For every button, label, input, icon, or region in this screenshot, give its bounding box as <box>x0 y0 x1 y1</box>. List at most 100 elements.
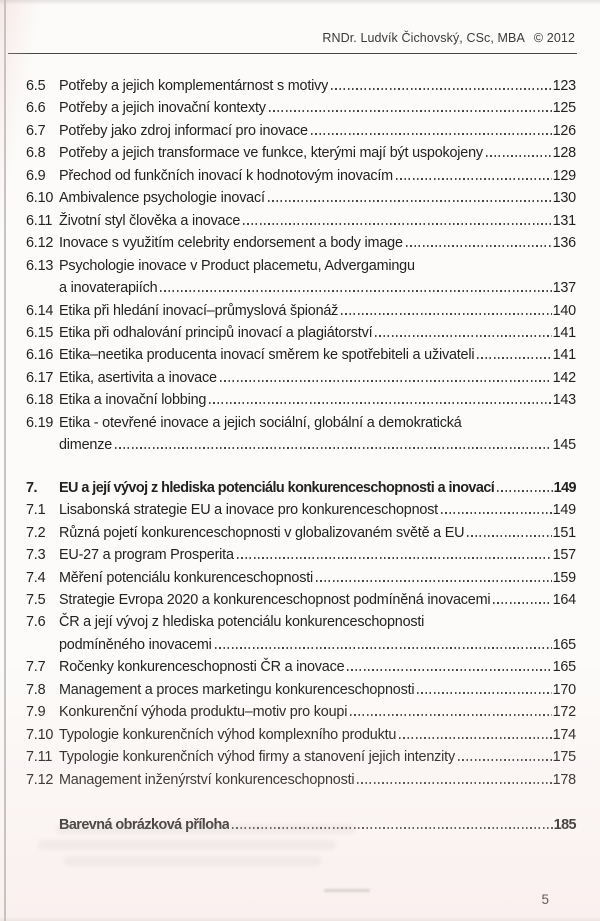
toc-entry-number: 6.9 <box>26 167 46 184</box>
toc-entry-title: Etika při hledání inovací–průmyslová špi… <box>59 302 339 319</box>
toc-entry-title: Měření potenciálu konkurenceschopnosti <box>59 569 313 586</box>
toc-entry-title: Etika, asertivita a inovace <box>59 369 217 386</box>
toc-entry-page: 159 <box>552 569 577 586</box>
dot-leader <box>417 691 552 694</box>
toc-entry-title: Potřeby a jejich inovační kontexty <box>59 100 266 117</box>
dot-leader <box>347 669 552 672</box>
toc-entry-page: 170 <box>552 681 577 698</box>
dot-leader <box>405 245 552 248</box>
toc-entry-title: ČR a její vývoj z hlediska potenciálu ko… <box>59 614 425 631</box>
toc-entry-title: Různá pojetí konkurenceschopnosti v glob… <box>59 524 465 541</box>
toc-entry-body: Barevná obrázková příloha 185 <box>59 814 577 836</box>
toc-entry-title: Management inženýrství konkurenceschopno… <box>59 771 355 788</box>
toc-entry-title: Typologie konkurenčních výhod komplexníh… <box>59 726 397 743</box>
toc-entry-page: 141 <box>552 324 577 341</box>
toc-entry: 7.4 Měření potenciálu konkurenceschopnos… <box>26 567 576 589</box>
dot-leader <box>493 601 552 604</box>
toc-entry: 7.12 Management inženýrství konkurencesc… <box>26 769 576 791</box>
toc-entry-title: Inovace s využitím celebrity endorsement… <box>59 235 403 252</box>
toc-entry-page: 151 <box>552 524 577 541</box>
toc-entry-body: Etika při hledání inovací–průmyslová špi… <box>59 300 576 322</box>
toc-entry-page: 175 <box>552 749 577 766</box>
toc-entry-number: 6.19 <box>26 414 54 431</box>
toc-entry-title: Potřeby jako zdroj informací pro inovace <box>59 122 308 139</box>
toc-entry-number: 7.11 <box>26 749 53 766</box>
toc-entry-page: 125 <box>552 100 577 117</box>
toc-entry-page: 123 <box>552 78 577 94</box>
toc-entry-page: 149 <box>553 479 577 496</box>
dot-leader <box>160 290 552 293</box>
toc-entry-title: Ambivalence psychologie inovací <box>59 190 265 207</box>
toc-entry-number: 7.12 <box>26 771 54 788</box>
toc-entry: 6.14 Etika při hledání inovací–průmyslov… <box>26 300 576 322</box>
toc-entry-number: 7.7 <box>26 659 46 676</box>
page-number: 5 <box>541 892 549 907</box>
toc-entry-title-continued: dimenze <box>59 437 112 454</box>
toc-entry: 7.5 Strategie Evropa 2020 a konkurencesc… <box>26 589 576 611</box>
toc-entry-number: 6.17 <box>26 369 54 386</box>
dot-leader <box>115 447 552 450</box>
toc-entry-title: Přechod od funkčních inovací k hodnotový… <box>59 167 393 184</box>
toc-entry-title: Management a proces marketingu konkurenc… <box>59 681 415 698</box>
toc-entry-page: 140 <box>552 302 577 319</box>
toc-entry: 6.9 Přechod od funkčních inovací k hodno… <box>26 165 576 187</box>
toc-entry: 6.12 Inovace s využitím celebrity endors… <box>26 232 576 254</box>
toc-entry-page: 165 <box>552 659 577 676</box>
toc-entry-number: 6.6 <box>26 100 46 117</box>
toc-entry-title: Potřeby a jejich komplementárnost s moti… <box>59 78 329 94</box>
toc-entry-title-continued: a inovaterapiích <box>59 280 158 297</box>
toc-entry-body: Potřeby a jejich transformace ve funkce,… <box>59 142 576 164</box>
toc-entry-title: Barevná obrázková příloha <box>59 817 230 834</box>
toc-entry-title: Etika - otevřené inovace a jejich sociál… <box>59 414 462 431</box>
toc-entry-number: 6.18 <box>26 392 54 409</box>
toc-entry-body: Měření potenciálu konkurenceschopnosti 1… <box>59 567 576 589</box>
dot-leader <box>399 736 552 739</box>
toc-entry: 7.10 Typologie konkurenčních výhod kompl… <box>26 724 576 746</box>
dot-leader <box>395 177 552 180</box>
toc-entry-body: Etika–neetika producenta inovací směrem … <box>59 344 576 366</box>
dot-leader <box>219 379 552 382</box>
toc-entry: 6.8 Potřeby a jejich transformace ve fun… <box>26 142 576 164</box>
toc-entry-number: 6.16 <box>26 347 54 364</box>
toc-entry-number: 7.4 <box>26 569 46 586</box>
toc-entry-body: Ročenky konkurenceschopnosti ČR a inovac… <box>59 656 576 678</box>
toc-entry: 7. EU a její vývoj z hlediska potenciálu… <box>26 477 577 499</box>
toc-entry-page: 141 <box>552 347 577 364</box>
toc-entry-body: Management a proces marketingu konkurenc… <box>59 679 576 701</box>
toc-entry: Barevná obrázková příloha 185 <box>26 814 577 836</box>
toc-entry-body: Potřeby a jejich inovační kontexty 125 <box>59 97 576 119</box>
toc-entry-body: Konkurenční výhoda produktu–motiv pro ko… <box>59 701 576 723</box>
showthrough-line <box>64 856 322 866</box>
dot-leader <box>267 200 552 203</box>
toc-entry-number: 6.11 <box>26 212 53 229</box>
dot-leader <box>243 222 552 225</box>
toc-entry-page: 129 <box>552 167 577 184</box>
toc-entry-number: 7.9 <box>26 704 46 721</box>
toc-entry-number: 6.5 <box>26 78 46 94</box>
showthrough-line <box>38 840 336 850</box>
dot-leader <box>232 827 553 830</box>
toc-entry-title: EU a její vývoj z hlediska potenciálu ko… <box>59 479 495 496</box>
toc-entry-number: 7.2 <box>26 524 46 541</box>
toc-entry-page: 126 <box>552 122 577 139</box>
toc-entry-page: 174 <box>552 726 577 743</box>
copyright-notice: © 2012 <box>533 31 575 45</box>
toc-entry-page: 137 <box>552 280 577 297</box>
toc-entry-page: 164 <box>552 591 577 608</box>
toc-entry: 6.16 Etika–neetika producenta inovací sm… <box>26 344 576 366</box>
dot-leader <box>236 557 552 560</box>
dot-leader <box>214 646 552 649</box>
toc-entry-number: 6.14 <box>26 302 54 319</box>
toc-entry: 7.1 Lisabonská strategie EU a inovace pr… <box>26 499 576 521</box>
toc-entry-number: 6.15 <box>26 324 54 341</box>
dot-leader <box>331 88 552 90</box>
dot-leader <box>375 334 552 337</box>
dot-leader <box>467 534 552 537</box>
toc-entry-body: Etika a inovační lobbing 143 <box>59 389 576 411</box>
toc-entry-body: Životní styl člověka a inovace 131 <box>59 210 576 232</box>
toc-entry: 7.2 Různá pojetí konkurenceschopnosti v … <box>26 522 576 544</box>
page-showthrough <box>38 824 356 872</box>
toc-entry-body: Etika - otevřené inovace a jejich sociál… <box>59 412 576 457</box>
toc-entry-page: 130 <box>552 190 577 207</box>
scan-smudge <box>324 889 370 892</box>
